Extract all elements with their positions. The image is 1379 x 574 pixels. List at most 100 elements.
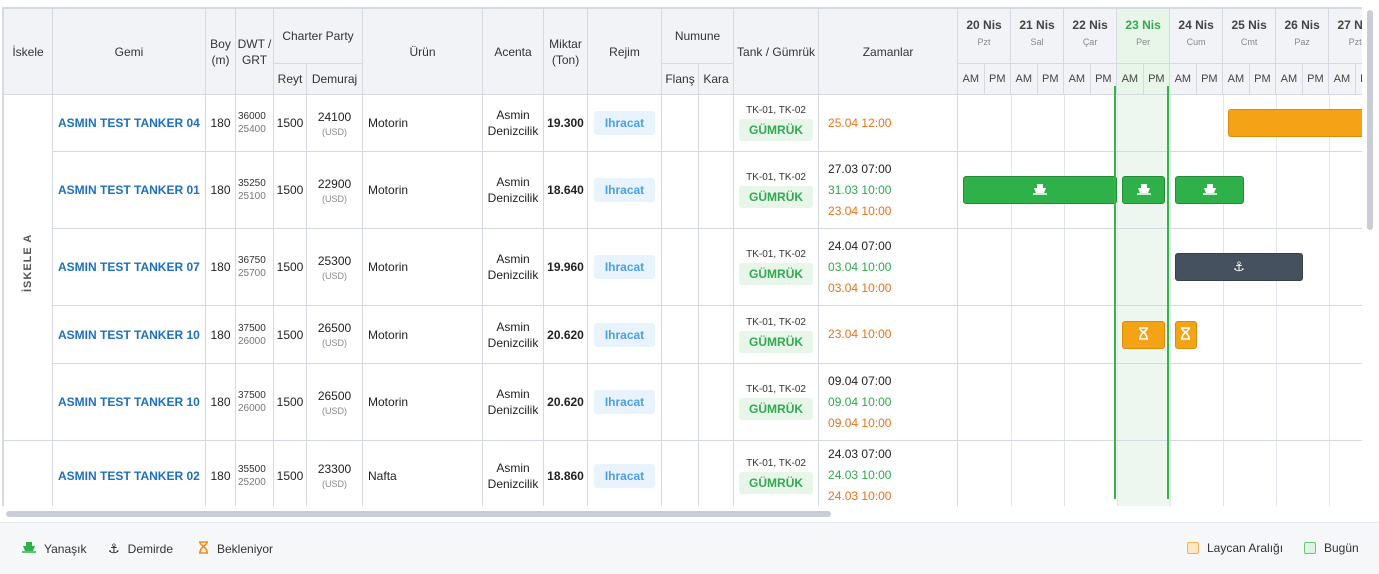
timeline-bar-laycan[interactable]: [1228, 109, 1362, 137]
demuraj-unit: (USD): [322, 338, 347, 348]
half-day-pm: PM: [1354, 63, 1362, 95]
table-row[interactable]: ASMIN TEST TANKER 10 180 37500 26000 1500 265…: [4, 363, 1362, 441]
day-header: 22 Nis Çar: [1063, 8, 1118, 64]
kara-cell[interactable]: [698, 228, 735, 306]
day-date: 23 Nis: [1125, 18, 1161, 32]
header-miktar: Miktar (Ton): [543, 8, 589, 95]
legend-demirde: ⚓ Demirde: [108, 541, 174, 556]
day-gridline: [1329, 229, 1331, 305]
timeline-bar-green[interactable]: [1122, 176, 1165, 204]
day-header: 26 Nis Paz: [1275, 8, 1330, 64]
timeline-bar-orange[interactable]: [1122, 320, 1165, 349]
miktar-cell: 18.640: [543, 151, 589, 229]
reyt-cell: 1500: [273, 305, 307, 364]
time-entry: 03.04 10:00: [828, 280, 892, 295]
zamanlar-cell: 24.03 07:00 24.03 10:00 24.03 10:00: [818, 440, 959, 506]
zamanlar-cell: 27.03 07:00 31.03 10:00 23.04 10:00: [818, 151, 959, 229]
flans-cell[interactable]: [661, 228, 700, 306]
header-demuraj: Demuraj: [305, 63, 364, 95]
half-day-pm: PM: [1142, 63, 1171, 95]
table-row[interactable]: ASMIN TEST TANKER 07 180 36750 25700 1500 253…: [4, 228, 1362, 306]
day-gridline: [1117, 152, 1119, 228]
dwt-grt-cell: 36000 25400: [235, 94, 274, 152]
kara-cell[interactable]: [698, 363, 735, 441]
day-gridline: [1117, 306, 1119, 363]
gantt-cell: [957, 305, 1362, 364]
ship-link[interactable]: ASMIN TEST TANKER 10: [58, 395, 200, 409]
flans-cell[interactable]: [661, 305, 700, 364]
timeline-bar-orange[interactable]: [1175, 320, 1197, 349]
day-date: 26 Nis: [1284, 18, 1320, 32]
day-gridline: [1170, 306, 1172, 363]
tank-cell: TK-01, TK-02 GÜMRÜK: [733, 151, 820, 229]
table-row[interactable]: ASMIN TEST TANKER 01 180 35250 25100 1500 229…: [4, 151, 1362, 229]
day-gridline: [1011, 441, 1013, 506]
half-day-pm: PM: [1089, 63, 1118, 95]
ship-cell: ASMIN TEST TANKER 01: [52, 151, 206, 229]
half-day-am: AM: [957, 63, 985, 95]
flans-cell[interactable]: [661, 94, 700, 152]
timeline-bar-green[interactable]: [963, 176, 1118, 204]
table-row[interactable]: ASMIN TEST TANKER 02 180 35500 25200 1500 233…: [3, 440, 1362, 506]
rejim-badge: Ihracat: [593, 178, 656, 202]
boy-cell: 180: [205, 151, 236, 229]
day-header: 23 Nis Per: [1116, 8, 1171, 64]
hourglass-icon: [198, 541, 209, 557]
grt-value: 26000: [238, 403, 266, 414]
zamanlar-cell: 25.04 12:00: [818, 94, 959, 152]
ship-link[interactable]: ASMIN TEST TANKER 02: [58, 468, 200, 483]
demuraj-cell: 22900 (USD): [305, 151, 364, 229]
day-date: 25 Nis: [1231, 18, 1267, 32]
flans-cell[interactable]: [661, 151, 700, 229]
header-kara: Kara: [698, 63, 735, 95]
urun-cell: Motorin: [362, 305, 484, 364]
kara-cell[interactable]: [698, 94, 735, 152]
rejim-cell: Ihracat: [587, 363, 663, 441]
boy-cell: 180: [205, 228, 236, 306]
today-band: [1117, 364, 1171, 440]
tank-cell: TK-01, TK-02 GÜMRÜK: [733, 440, 820, 506]
reyt-cell: 1500: [273, 151, 307, 229]
ship-icon: [22, 541, 36, 556]
ship-link[interactable]: ASMIN TEST TANKER 10: [58, 327, 200, 342]
day-gridline: [1329, 441, 1331, 506]
day-gridline: [1223, 95, 1225, 151]
tank-list: TK-01, TK-02: [746, 249, 806, 260]
timeline-bar-green[interactable]: [1175, 176, 1245, 204]
horizontal-scrollbar[interactable]: [6, 511, 831, 517]
half-day-pm: PM: [983, 63, 1012, 95]
day-gridline: [1223, 306, 1225, 363]
vertical-scrollbar[interactable]: [1367, 10, 1373, 230]
gantt-track: [958, 441, 1362, 506]
kara-cell[interactable]: [698, 305, 735, 364]
half-day-am: AM: [1116, 63, 1144, 95]
kara-cell[interactable]: [698, 151, 735, 229]
day-header: 20 Nis Pzt: [957, 8, 1012, 64]
day-header: 27 Nis Pzt: [1328, 8, 1362, 64]
ship-link[interactable]: ASMIN TEST TANKER 04: [58, 116, 200, 130]
gantt-cell: [957, 363, 1362, 441]
urun-cell: Nafta: [362, 440, 484, 506]
flans-cell[interactable]: [661, 440, 700, 506]
demuraj-unit: (USD): [322, 193, 347, 204]
gumruk-badge: GÜMRÜK: [739, 398, 814, 420]
half-day-am: AM: [1010, 63, 1038, 95]
schedule-table: İskele Gemi Boy (m) DWT / GRT Charter Party Ü…: [3, 8, 1362, 506]
urun-cell: Motorin: [362, 363, 484, 441]
kara-cell[interactable]: [698, 440, 735, 506]
demuraj-unit: (USD): [322, 405, 347, 416]
ship-link[interactable]: ASMIN TEST TANKER 07: [58, 260, 200, 274]
today-swatch: [1304, 542, 1316, 554]
table-row[interactable]: ASMIN TEST TANKER 10 180 37500 26000 1500 265…: [4, 305, 1362, 364]
acenta-cell: Asmin Denizcilik: [482, 151, 545, 229]
day-gridline: [1170, 229, 1172, 305]
flans-cell[interactable]: [661, 363, 700, 441]
table-row[interactable]: İSKELE A ASMIN TEST TANKER 04 180 36000 2540…: [3, 94, 1362, 441]
rejim-badge: Ihracat: [593, 390, 656, 414]
timeline-bar-dark[interactable]: ⚓: [1175, 253, 1303, 281]
half-day-pm: PM: [1248, 63, 1277, 95]
anchor-icon: ⚓: [108, 541, 120, 556]
today-band: [1117, 441, 1171, 506]
laycan-swatch: [1187, 542, 1199, 554]
ship-link[interactable]: ASMIN TEST TANKER 01: [58, 183, 200, 197]
